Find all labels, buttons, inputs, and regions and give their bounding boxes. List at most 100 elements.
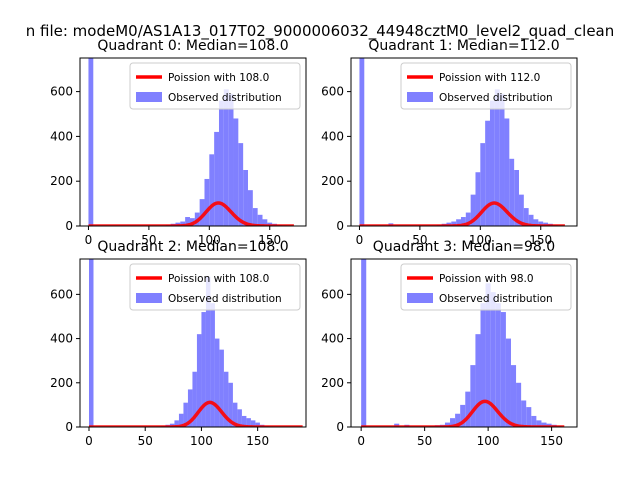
y-tick-label: 400 xyxy=(50,332,73,346)
x-tick-label: 150 xyxy=(540,434,563,448)
histogram-bar xyxy=(489,100,495,226)
histogram-bar xyxy=(214,131,219,226)
histogram-bar xyxy=(183,402,188,427)
y-tick-label: 200 xyxy=(321,174,344,188)
histogram-bar xyxy=(495,303,501,427)
y-tick-label: 0 xyxy=(65,219,73,233)
legend-poisson-label: Poission with 108.0 xyxy=(168,273,269,285)
histogram-bar xyxy=(500,312,506,427)
histogram-bar xyxy=(518,194,524,226)
histogram-bar xyxy=(204,178,210,226)
histogram-bar xyxy=(541,422,547,427)
plot-area xyxy=(360,259,565,427)
histogram-bar xyxy=(456,219,461,226)
subplot-quadrant-1: 0 50 100 150 0 200 400 600 Quadrant 1: Median=11… xyxy=(321,38,578,247)
legend-observed-swatch xyxy=(136,92,162,102)
y-tick-label: 600 xyxy=(50,287,73,301)
histogram-bar xyxy=(510,365,517,427)
histogram-bar xyxy=(233,118,239,226)
y-tick-label: 400 xyxy=(321,129,344,143)
x-tick-label: 100 xyxy=(190,434,213,448)
histogram-bar xyxy=(521,400,527,427)
subplot-title: Quadrant 0: Median=108.0 xyxy=(97,38,288,54)
histogram-bar xyxy=(228,93,234,226)
histogram-bar xyxy=(455,413,461,427)
x-tick-label: 150 xyxy=(246,434,269,448)
histogram-bar xyxy=(465,391,471,427)
histogram-bar xyxy=(223,89,229,226)
histogram-bar xyxy=(475,334,481,427)
subplot-grid: 0 50 100 150 0 200 400 600 Quadrant 0: Median=10… xyxy=(50,38,578,448)
y-tick-label: 400 xyxy=(321,332,344,346)
axes-frame xyxy=(350,57,578,227)
figure-suptitle: n file: modeM0/AS1A13_017T02_9000006032_… xyxy=(26,22,615,41)
histogram-bar xyxy=(88,58,94,226)
legend: Poission with 108.0 Observed distribution xyxy=(129,62,301,110)
legend-box xyxy=(129,62,301,110)
subplot-title: Quadrant 3: Median=98.0 xyxy=(373,239,555,255)
histogram-bar xyxy=(255,422,260,427)
histogram-bar xyxy=(205,276,211,427)
histogram-bar xyxy=(460,404,466,427)
histogram-bar xyxy=(192,371,197,427)
plot-area xyxy=(88,259,304,427)
y-tick-label: 0 xyxy=(336,219,344,233)
histogram-bar xyxy=(480,143,486,226)
y-tick-label: 600 xyxy=(321,85,344,99)
histogram-bar xyxy=(465,212,471,226)
histogram-bar xyxy=(470,194,476,226)
legend-observed-label: Observed distribution xyxy=(168,92,282,104)
histogram-bar xyxy=(361,259,367,427)
legend-observed-swatch xyxy=(407,92,433,102)
legend-observed-label: Observed distribution xyxy=(439,92,553,104)
histogram-bar xyxy=(257,214,263,226)
histogram-bar xyxy=(480,303,486,427)
subplot-title: Quadrant 2: Median=108.0 xyxy=(97,239,288,255)
x-tick-label: 50 xyxy=(141,233,156,247)
histogram-bar xyxy=(238,143,244,226)
histogram-bar xyxy=(228,382,233,427)
axes-frame xyxy=(79,258,307,428)
histogram-bar xyxy=(241,415,247,427)
legend: Poission with 98.0 Observed distribution xyxy=(400,263,572,311)
histogram-bar xyxy=(174,420,179,427)
histogram-bar xyxy=(214,338,220,427)
histogram-bar xyxy=(201,312,206,427)
histogram-bar xyxy=(247,190,253,226)
poisson-fit-line xyxy=(88,400,304,427)
histogram-bar xyxy=(485,120,490,226)
x-tick-label: 0 xyxy=(357,434,365,448)
histogram-bar xyxy=(528,214,534,226)
subplot-quadrant-0: 0 50 100 150 0 200 400 600 Quadrant 0: Median=10… xyxy=(50,38,307,247)
histogram-bar xyxy=(505,338,511,427)
y-tick-label: 600 xyxy=(50,85,73,99)
plot-area xyxy=(358,58,566,226)
histogram-bar xyxy=(359,58,365,226)
subplot-quadrant-3: 0 50 100 150 0 200 400 600 Quadrant 3: Median=98… xyxy=(321,239,578,448)
histogram-bar xyxy=(450,418,456,427)
histogram-bar xyxy=(485,283,491,427)
legend: Poission with 108.0 Observed distribution xyxy=(129,263,301,311)
histogram-bar xyxy=(516,382,522,427)
histogram-bar xyxy=(490,292,496,427)
y-tick-label: 400 xyxy=(50,129,73,143)
histogram-bar xyxy=(494,89,500,226)
histogram-bar xyxy=(232,402,238,427)
histogram-bar xyxy=(246,418,251,427)
histogram-bar xyxy=(531,415,537,427)
histogram-bar xyxy=(451,221,457,226)
histogram-bar xyxy=(223,371,229,427)
y-tick-label: 0 xyxy=(65,420,73,434)
histogram-bar xyxy=(237,409,242,427)
legend-observed-label: Observed distribution xyxy=(168,293,282,305)
legend-box xyxy=(129,263,301,311)
x-tick-label: 100 xyxy=(477,434,500,448)
y-tick-label: 200 xyxy=(50,174,73,188)
histogram-bar xyxy=(243,170,248,226)
histogram-bar xyxy=(250,420,256,427)
x-tick-label: 0 xyxy=(85,233,93,247)
legend-poisson-label: Poission with 98.0 xyxy=(439,273,534,285)
x-tick-label: 150 xyxy=(258,233,281,247)
legend-poisson-label: Poission with 112.0 xyxy=(439,72,540,84)
